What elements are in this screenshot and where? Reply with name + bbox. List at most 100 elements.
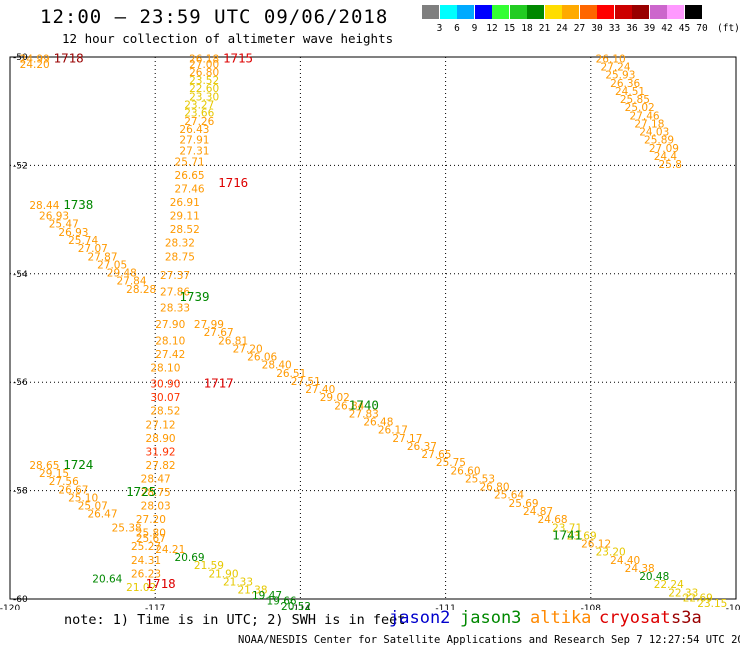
wave-height-value: 26.17 [378, 425, 408, 437]
wave-height-value: 21.33 [223, 576, 253, 588]
scale-swatch [439, 5, 457, 19]
wave-height-value: 22.33 [668, 587, 698, 599]
wave-height-value: 25.69 [509, 498, 539, 510]
wave-height-value: 25.75 [436, 457, 466, 469]
scale-label: 70 [696, 23, 708, 34]
wave-height-value: 27.84 [116, 276, 146, 288]
wave-height-value: 29.11 [170, 211, 200, 223]
wave-height-value: 26.84 [334, 400, 364, 412]
wave-height-value: 25.93 [605, 70, 635, 82]
y-tick-label: -54 [13, 270, 28, 280]
color-scale: (ft) 3 6 9 12 15 18 21 24 27 30 33 36 39 42 45 70 [422, 5, 740, 35]
wave-height-map: -120 -117 -114 -111 -108 -105 -50 -52 -54 -56 -58 -… [0, 50, 740, 610]
scale-swatch [649, 5, 667, 19]
pass-time-label: 1724 [63, 457, 93, 472]
wave-height-value: 27.83 [349, 408, 379, 420]
wave-height-value: 28.90 [146, 433, 176, 445]
wave-height-value: 20.48 [639, 571, 669, 583]
wave-height-value: 26.65 [175, 170, 205, 182]
wave-height-value: 28.10 [150, 362, 180, 374]
y-tick-label: -60 [13, 595, 28, 605]
wave-height-value: 20.64 [92, 574, 122, 586]
scale-label: 15 [503, 23, 516, 34]
wave-height-value: 23.15 [697, 598, 727, 610]
scale-label: 24 [556, 23, 568, 34]
scale-label: 39 [643, 23, 656, 34]
color-scale-unit: (ft) [717, 23, 740, 34]
scale-label: 6 [454, 23, 460, 34]
wave-height-value: 28.75 [165, 251, 195, 263]
wave-height-value: 27.65 [421, 449, 451, 461]
legend-altika: altika [530, 608, 592, 628]
x-tick-label: -120 [0, 604, 20, 610]
scale-swatch [579, 5, 597, 19]
wave-height-value: 19.47 [252, 590, 282, 602]
scale-swatch [667, 5, 684, 19]
wave-height-value: 30.90 [150, 379, 180, 391]
pass-time-label: 1715 [223, 50, 253, 65]
wave-height-value: 29.02 [320, 392, 350, 404]
wave-height-value: 23.71 [552, 522, 582, 534]
wave-height-value: 27.40 [305, 384, 335, 396]
wave-height-value: 27.00 [189, 59, 219, 71]
wave-height-value: 26.10 [596, 53, 626, 65]
wave-height-value: 21.38 [237, 585, 267, 597]
scale-label: 21 [538, 23, 551, 34]
wave-height-value: 25.53 [465, 473, 495, 485]
wave-height-value: 20.69 [175, 552, 205, 564]
wave-height-value: 27.07 [78, 243, 108, 255]
wave-height-value: 25.64 [494, 490, 524, 502]
wave-height-value: 24.20 [20, 59, 50, 71]
wave-height-value: 26.80 [479, 482, 509, 494]
wave-height-value: 21.59 [194, 560, 224, 572]
wave-height-value: 27.37 [160, 270, 190, 282]
wave-height-value: 25.07 [78, 501, 108, 513]
pass-time-label: 1740 [349, 397, 379, 412]
scale-swatch [492, 5, 509, 19]
x-tick-label: -111 [435, 604, 455, 610]
scale-swatch [544, 5, 562, 19]
wave-height-value: 26.18 [189, 53, 219, 65]
scale-swatch [562, 5, 579, 19]
wave-height-value: 27.42 [155, 349, 185, 361]
legend-s3a: s3a [671, 608, 702, 628]
wave-height-value: 19.66 [267, 595, 297, 607]
wave-height-value: 27.82 [146, 460, 176, 472]
wave-height-value: 27.20 [233, 343, 263, 355]
wave-height-value: 25.80 [136, 528, 166, 540]
wave-height-value: 26.47 [87, 509, 117, 521]
wave-height-value: 27.12 [146, 419, 176, 431]
y-tick-label: -52 [13, 161, 28, 171]
wave-height-value: 25.74 [68, 235, 98, 247]
wave-height-value: 23.66 [184, 108, 214, 120]
wave-height-value: 27.18 [634, 118, 664, 130]
wave-height-value: 28.32 [165, 238, 195, 250]
credit-line: NOAA/NESDIS Center for Satellite Applica… [238, 634, 740, 646]
plot-frame [9, 56, 737, 600]
wave-height-value: 25.67 [136, 533, 166, 545]
wave-height-value: 23.30 [189, 91, 219, 103]
wave-height-value: 24.21 [155, 544, 185, 556]
x-tick-label: -108 [581, 604, 602, 610]
wave-height-value: 24.87 [523, 506, 553, 518]
wave-height-value: 28.52 [150, 406, 180, 418]
wave-height-value: 22.60 [189, 83, 219, 95]
wave-height-value: 25.8 [659, 159, 682, 171]
wave-height-value: 24.68 [538, 514, 568, 526]
legend-jason3: jason3 [460, 608, 522, 628]
wave-height-value: 26.48 [363, 417, 393, 429]
wave-height-value: 27.46 [175, 184, 205, 196]
wave-height-value: 26.67 [58, 484, 88, 496]
pass-time-label: 1717 [204, 376, 234, 391]
wave-height-value: 26.91 [170, 197, 200, 209]
scale-swatch [457, 5, 474, 19]
wave-height-value: 26.23 [131, 568, 161, 580]
scale-label: 3 [436, 23, 443, 34]
wave-height-value: 27.26 [184, 116, 214, 128]
wave-height-value: 28.40 [262, 360, 292, 372]
wave-height-value: 22.69 [683, 593, 713, 605]
wave-height-value: 29.15 [39, 468, 69, 480]
wave-height-value: 26.80 [189, 67, 219, 79]
scale-label: 45 [678, 23, 691, 34]
page-subtitle: 12 hour collection of altimeter wave hei… [62, 31, 394, 46]
